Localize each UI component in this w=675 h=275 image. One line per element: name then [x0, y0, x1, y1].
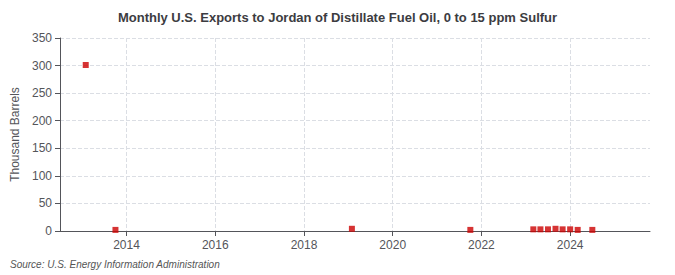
svg-text:100: 100 [32, 169, 52, 183]
svg-text:Source: U.S. Energy Informatio: Source: U.S. Energy Information Administ… [10, 259, 220, 270]
svg-text:Thousand Barrels: Thousand Barrels [8, 87, 22, 182]
svg-text:50: 50 [39, 196, 53, 210]
svg-text:2018: 2018 [291, 238, 318, 252]
svg-text:2020: 2020 [379, 238, 406, 252]
svg-text:150: 150 [32, 141, 52, 155]
svg-text:0: 0 [45, 224, 52, 238]
svg-text:200: 200 [32, 114, 52, 128]
svg-text:2024: 2024 [557, 238, 584, 252]
svg-text:Monthly U.S. Exports to Jordan: Monthly U.S. Exports to Jordan of Distil… [118, 10, 557, 25]
svg-text:300: 300 [32, 59, 52, 73]
svg-text:250: 250 [32, 86, 52, 100]
svg-text:2014: 2014 [113, 238, 140, 252]
svg-text:350: 350 [32, 31, 52, 45]
svg-text:2022: 2022 [468, 238, 495, 252]
svg-text:2016: 2016 [202, 238, 229, 252]
